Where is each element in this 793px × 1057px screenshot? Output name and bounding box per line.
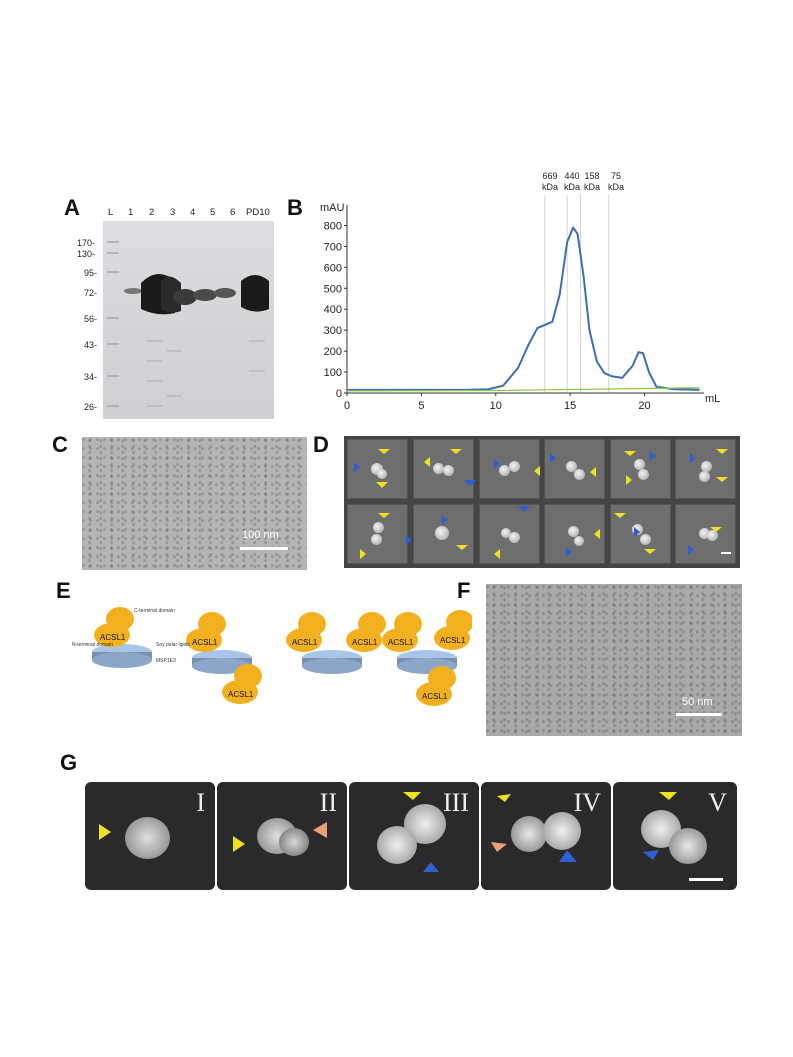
acsl1-label: ACSL1 [100, 633, 126, 642]
class-average [675, 504, 736, 564]
class-average-tile-iii: III [349, 782, 479, 890]
y-tick-label: 0 [336, 388, 342, 400]
particle [125, 817, 170, 859]
panel-g-letter: G [60, 750, 78, 775]
x-tick-label: 20 [638, 400, 650, 412]
class-average-tile-ii: II [217, 782, 347, 890]
acsl1-label: ACSL1 [352, 638, 378, 647]
lane-label: 1 [128, 207, 134, 218]
standard-label: 440 kDa [563, 171, 580, 192]
lane-label: PD10 [246, 207, 270, 218]
series-line [347, 226, 700, 391]
particle [543, 812, 581, 850]
class-average-grid [344, 436, 740, 568]
acsl1-label: ACSL1 [440, 636, 466, 645]
negative-stain-micrograph: 100 nm [82, 437, 307, 570]
arrowhead-icon [233, 822, 327, 852]
orientation-arrowheads [354, 449, 728, 559]
class-average-tile-i: I [85, 782, 215, 890]
tile-label: III [443, 788, 469, 817]
cryo-em-micrograph: 50 nm [486, 584, 742, 736]
nanodisc-schematic: ACSL1 ACSL1 ACSL1 ACSL1 ACSL1 ACSL1 ACSL… [72, 607, 472, 706]
x-tick-label: 0 [344, 400, 350, 412]
particle [669, 828, 707, 864]
y-tick-label: 100 [324, 367, 342, 379]
series-line [346, 387, 700, 392]
marker-label: 130- [77, 249, 96, 259]
lane-label: 5 [210, 207, 216, 218]
c-terminal-label: C-terminal domain [134, 608, 175, 614]
lane-label: 2 [149, 207, 155, 218]
class-average-tile-iv: IV [481, 782, 611, 890]
x-tick-label: 10 [490, 400, 502, 412]
arrowhead-icon [491, 794, 577, 862]
y-tick-label: 300 [324, 325, 342, 337]
y-tick-label: 500 [324, 283, 342, 295]
elution-chart: mAU mL 0 100 200 300 400 500 600 700 800 0 5 10 15 2… [320, 195, 720, 412]
class-average [413, 504, 474, 564]
panel-d-letter: D [313, 432, 329, 457]
tile-label: I [196, 788, 205, 817]
n-terminal-label: N-terminal domain [72, 642, 113, 648]
panel-c-letter: C [52, 432, 68, 457]
lane-label: L [108, 207, 114, 218]
x-tick-label: 15 [564, 400, 576, 412]
scale-bar-label: 100 nm [242, 529, 279, 541]
y-tick-label: 800 [324, 220, 342, 232]
acsl1-label: ACSL1 [422, 692, 448, 701]
tile-label: IV [573, 788, 601, 817]
gel-bands [107, 241, 269, 407]
x-axis-label: mL [705, 393, 720, 405]
standard-label: 158 kDa [583, 171, 600, 192]
marker-label: 56- [84, 314, 98, 324]
acsl1-label: ACSL1 [388, 638, 414, 647]
scale-bar-label: 50 nm [682, 696, 713, 708]
y-tick-label: 200 [324, 346, 342, 358]
sds-page-gel [103, 221, 274, 419]
particle [511, 816, 547, 852]
panel-f-letter: F [457, 578, 471, 603]
x-tick-label: 5 [418, 400, 424, 412]
y-tick-label: 600 [324, 262, 342, 274]
panel-a-letter: A [64, 195, 80, 220]
lane-label: 6 [230, 207, 236, 218]
marker-label: 95- [84, 268, 98, 278]
y-tick-label: 700 [324, 241, 342, 253]
acsl1-label: ACSL1 [192, 638, 218, 647]
arrowhead-icon [643, 792, 677, 860]
panel-e-letter: E [56, 578, 71, 603]
panel-b-letter: B [287, 195, 303, 220]
standard-label: 669 kDa [541, 171, 558, 192]
class-average [347, 504, 408, 564]
acsl1-label: ACSL1 [228, 690, 254, 699]
marker-label: 26- [84, 402, 98, 412]
tile-label: II [319, 788, 337, 817]
class-average [413, 439, 474, 499]
marker-label: 72- [84, 288, 98, 298]
soy-lipids-label: Soy polar lipids [156, 642, 190, 648]
scale-bar [689, 878, 723, 881]
marker-label: 34- [84, 372, 98, 382]
scale-bar [676, 713, 722, 716]
lane-label: 4 [190, 207, 196, 218]
arrowhead-icon [403, 792, 439, 872]
class-average [479, 439, 540, 499]
arrowhead-icon [99, 824, 111, 840]
tile-label: V [708, 788, 727, 817]
marker-label: 43- [84, 340, 98, 350]
y-axis-label: mAU [320, 202, 345, 214]
class-average [479, 504, 540, 564]
class-average [610, 439, 671, 499]
lane-label: 3 [170, 207, 176, 218]
msp-label: MSP1E3 [156, 658, 176, 664]
marker-label: 170- [77, 238, 96, 248]
y-tick-label: 400 [324, 304, 342, 316]
scale-bar [721, 552, 731, 554]
standard-label: 75 kDa [607, 171, 624, 192]
class-average-tile-v: V [613, 782, 737, 890]
acsl1-label: ACSL1 [292, 638, 318, 647]
particle [377, 826, 417, 864]
scale-bar [240, 547, 288, 550]
particle [279, 828, 309, 856]
